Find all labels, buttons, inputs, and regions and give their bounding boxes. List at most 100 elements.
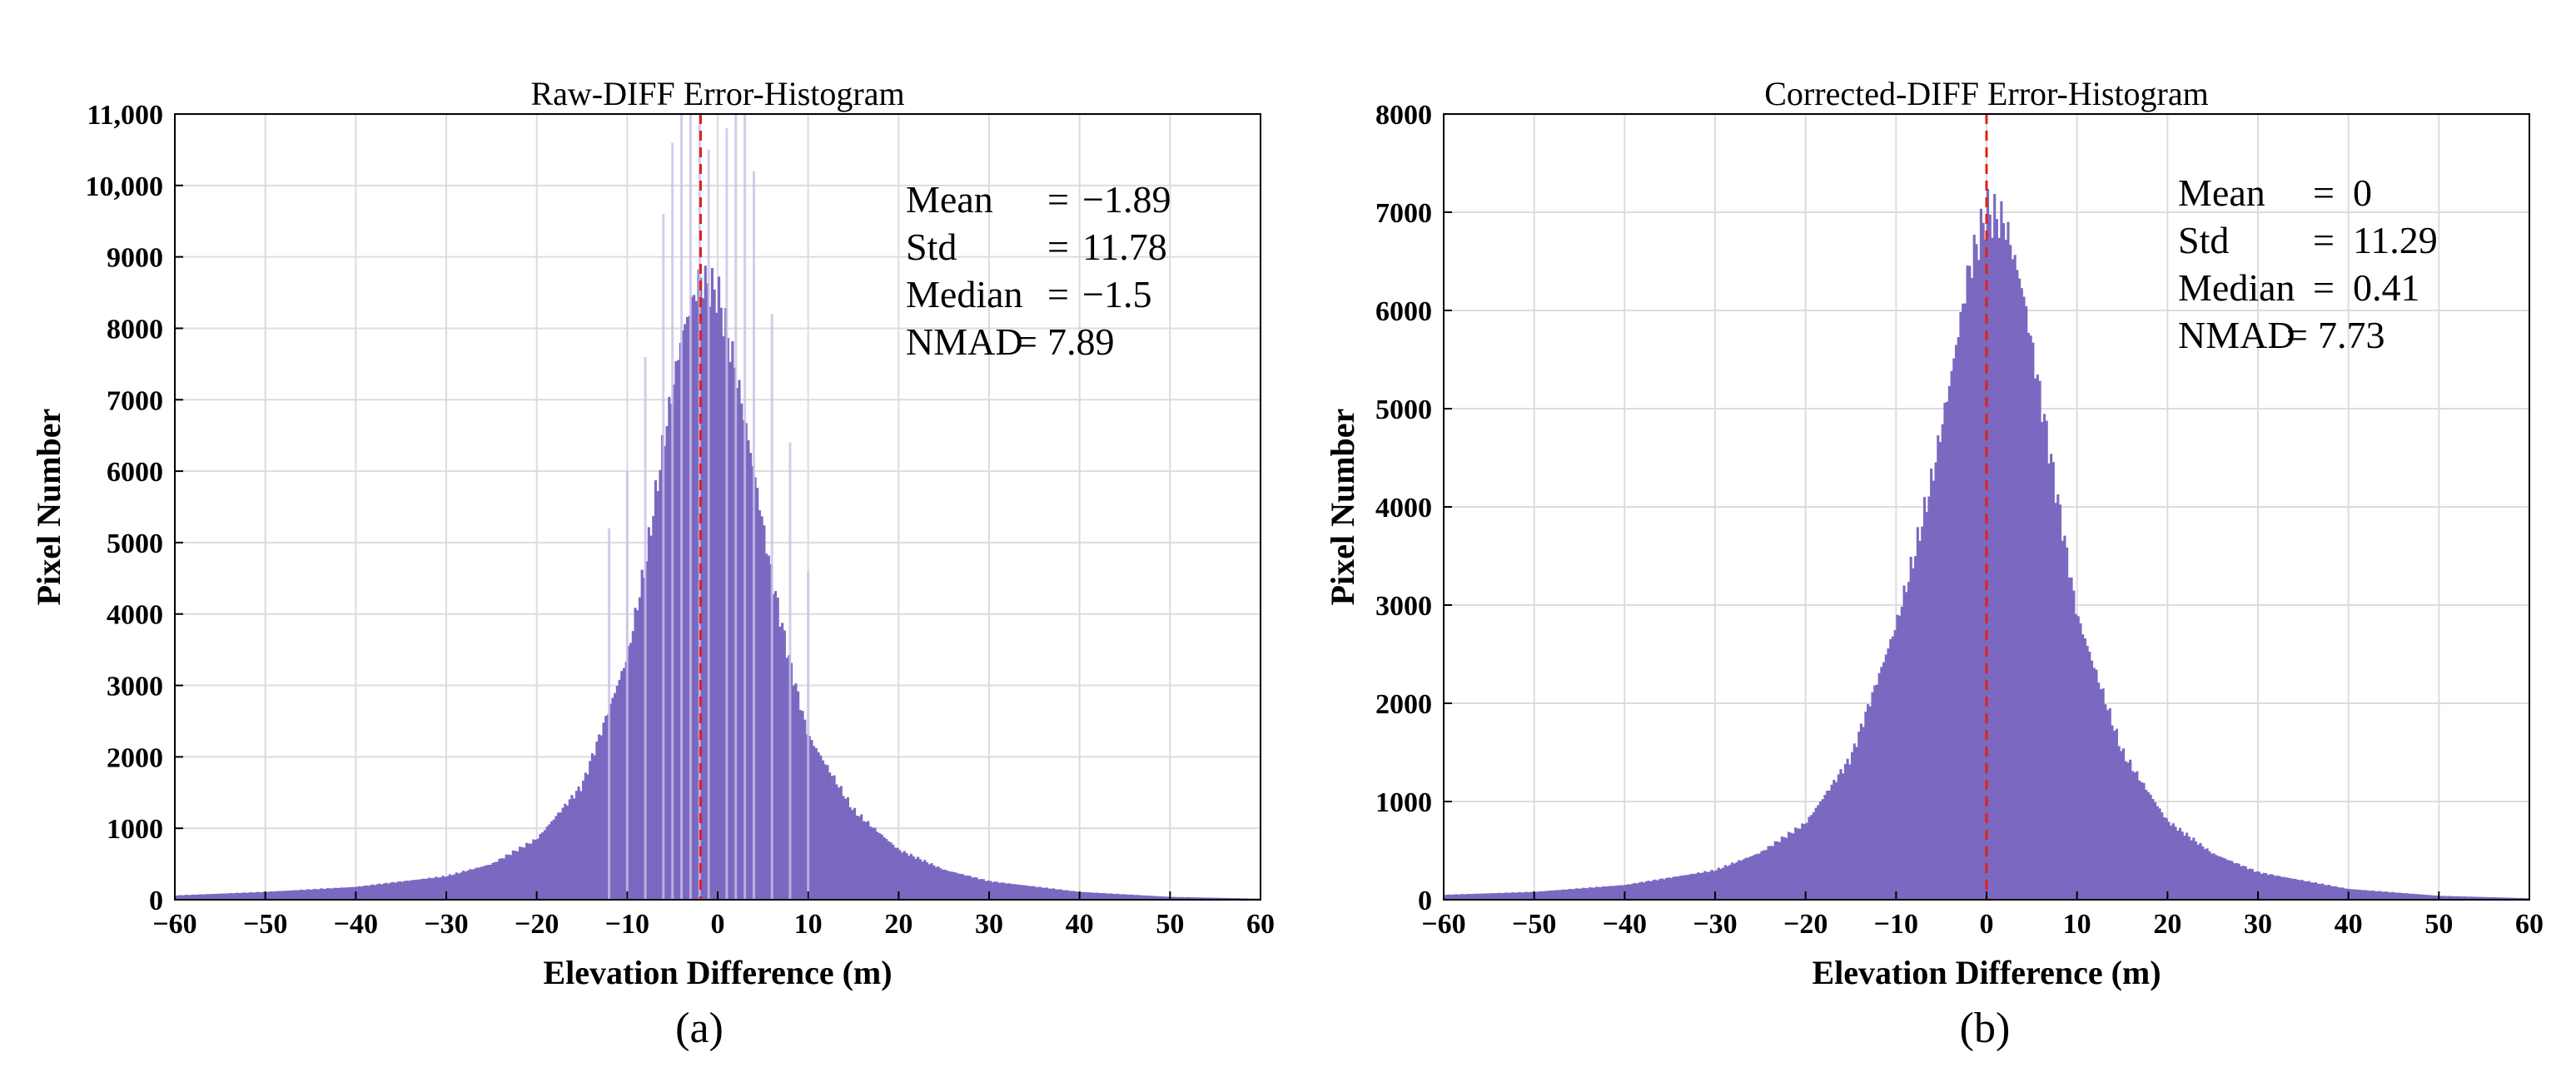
histogram-bin — [1751, 856, 1754, 900]
stat-sep-median: = — [1047, 273, 1069, 315]
histogram-bin — [324, 888, 327, 900]
histogram-bin — [1581, 887, 1584, 900]
histogram-bin — [2473, 896, 2476, 900]
histogram-bin — [1814, 807, 1818, 900]
histogram-bin — [1954, 345, 1958, 901]
histogram-bin — [1970, 277, 1974, 900]
histogram-bin — [814, 748, 818, 900]
histogram-bin — [236, 892, 239, 900]
histogram-bin — [2468, 896, 2471, 900]
histogram-bin — [2474, 896, 2478, 900]
histogram-bin — [846, 797, 849, 900]
histogram-bin — [1726, 866, 1729, 900]
histogram-bin — [903, 851, 906, 900]
histogram-bin — [435, 876, 438, 900]
histogram-bin — [892, 844, 895, 900]
histogram-bin — [618, 679, 621, 900]
histogram-bin — [905, 853, 908, 900]
histogram-bin — [2253, 871, 2256, 900]
histogram-bin — [564, 803, 567, 900]
histogram-bin — [1950, 370, 1953, 900]
histogram-bin — [543, 830, 546, 900]
histogram-bin — [1977, 260, 1981, 900]
histogram-bin — [1979, 208, 1982, 901]
histogram-bin — [982, 879, 985, 900]
histogram-bin — [1975, 244, 1978, 900]
histogram-bin — [2330, 886, 2334, 900]
histogram-bin — [654, 480, 658, 900]
histogram-bin — [1773, 841, 1777, 900]
histogram-bin — [2013, 255, 2017, 901]
histogram-bin — [2423, 894, 2426, 900]
histogram-bin — [455, 872, 458, 900]
histogram-bin — [2323, 885, 2326, 900]
histogram-bin — [871, 827, 874, 900]
histogram-bin — [224, 893, 227, 900]
histogram-bin — [414, 880, 418, 900]
histogram-bin — [1968, 266, 1972, 900]
histogram-bin — [1068, 891, 1072, 900]
histogram-bin — [1843, 763, 1847, 900]
histogram-bin — [880, 834, 883, 900]
histogram-bin — [2502, 897, 2505, 900]
histogram-bin — [2300, 880, 2304, 900]
histogram-bin — [1499, 892, 1504, 900]
stat-label-median: Median — [2178, 266, 2295, 309]
histogram-bin — [991, 881, 994, 900]
histogram-bin — [405, 881, 409, 900]
histogram-bin — [980, 878, 983, 900]
histogram-bin — [2409, 893, 2413, 900]
histogram-bin — [798, 710, 802, 900]
histogram-bin — [251, 892, 255, 900]
histogram-bin — [2282, 876, 2285, 900]
histogram-bin — [489, 865, 492, 900]
histogram-bin — [1767, 846, 1770, 900]
histogram-bin — [1618, 885, 1621, 900]
histogram-bin — [1005, 883, 1008, 900]
histogram-bin — [2298, 880, 2302, 900]
histogram-bin — [186, 895, 189, 900]
histogram-bin — [2395, 892, 2399, 900]
histogram-bin — [552, 819, 555, 900]
histogram-bin — [1529, 891, 1533, 900]
histogram-bin — [2092, 668, 2096, 900]
histogram-bin — [2339, 887, 2342, 900]
histogram-bin — [2441, 896, 2444, 900]
histogram-bin — [1982, 222, 1985, 900]
histogram-bin — [668, 396, 671, 900]
x-axis-label-b: Elevation Difference (m) — [1812, 954, 2161, 991]
histogram-bin — [2432, 895, 2435, 900]
histogram-bin — [2373, 891, 2376, 900]
histogram-bin — [308, 889, 311, 900]
histogram-bin — [2448, 896, 2451, 900]
histogram-bin — [238, 892, 241, 900]
histogram-bin — [1619, 885, 1624, 900]
histogram-bin — [2020, 288, 2023, 901]
histogram-bin — [2031, 342, 2035, 900]
histogram-bin — [213, 893, 216, 900]
histogram-bin — [2407, 893, 2410, 900]
histogram-bin — [1172, 896, 1176, 900]
histogram-bin — [1188, 896, 1191, 900]
histogram-bin — [2174, 826, 2177, 900]
histogram-bin — [719, 307, 723, 901]
histogram-bin — [2215, 855, 2218, 900]
histogram-bin — [1514, 892, 1517, 900]
histogram-bin — [276, 891, 280, 900]
stat-label-mean: Mean — [906, 178, 993, 221]
histogram-bin — [2244, 866, 2247, 900]
histogram-bin — [2278, 876, 2281, 900]
histogram-bin — [948, 871, 952, 900]
histogram-bin — [1113, 894, 1116, 900]
histogram-bin — [179, 895, 182, 900]
chart-title-a: Raw-DIFF Error-Histogram — [530, 75, 904, 112]
histogram-bin — [2350, 889, 2354, 900]
histogram-bin — [1084, 891, 1087, 900]
histogram-bin — [1747, 857, 1750, 900]
histogram-bin — [2187, 836, 2191, 900]
histogram-bin — [274, 891, 277, 900]
histogram-bin — [645, 561, 649, 900]
y-tick-label: 7000 — [1375, 198, 1432, 229]
histogram-bin — [1794, 827, 1798, 900]
